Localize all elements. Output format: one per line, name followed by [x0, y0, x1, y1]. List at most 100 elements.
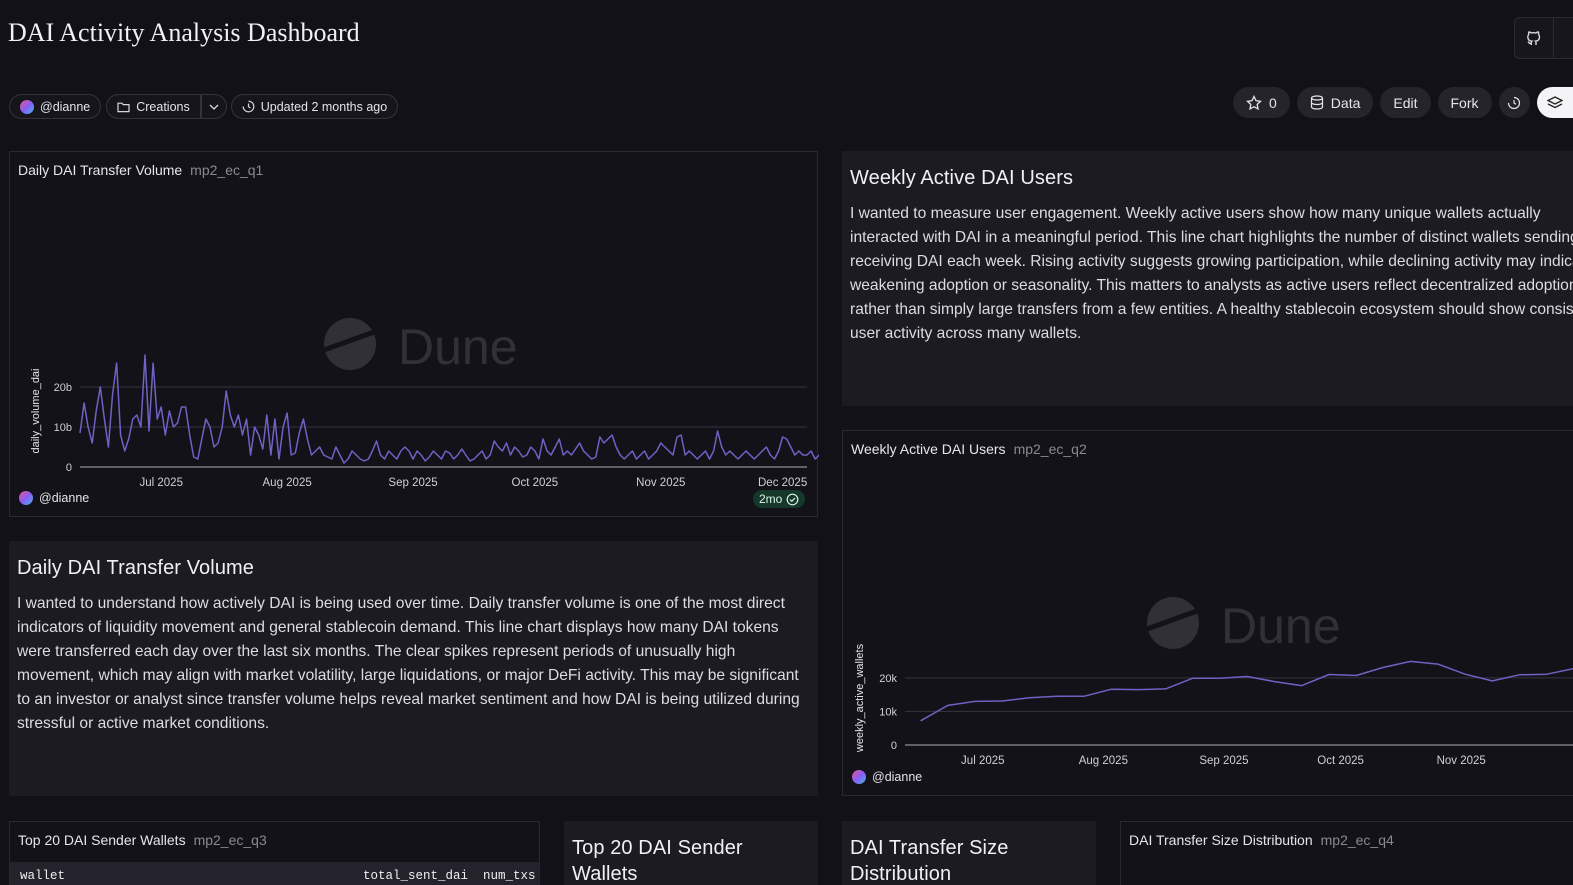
- text-card-title: Daily DAI Transfer Volume: [17, 557, 255, 579]
- column-header-wallet[interactable]: wallet: [20, 869, 66, 883]
- chart-title[interactable]: DAI Transfer Size Distribution: [1129, 832, 1313, 848]
- layers-icon: [1546, 95, 1563, 108]
- x-tick-label: Nov 2025: [636, 477, 685, 489]
- y-tick-label: 10k: [879, 706, 897, 718]
- star-count: 0: [1269, 94, 1277, 111]
- updated-pill[interactable]: Updated 2 months ago: [230, 94, 399, 119]
- chart-owner[interactable]: @dianne: [852, 770, 922, 784]
- top-senders-text-card: Top 20 DAI Sender Wallets: [564, 821, 818, 885]
- data-button[interactable]: Data: [1296, 87, 1374, 118]
- chart-owner-name: @dianne: [872, 770, 923, 784]
- y-tick-label: 0: [66, 462, 72, 474]
- text-card-title: Top 20 DAI Sender Wallets: [572, 837, 743, 885]
- size-distribution-text-card: DAI Transfer Size Distribution: [842, 821, 1096, 885]
- dune-watermark-text: Dune: [1221, 598, 1341, 654]
- clock-icon: [1507, 96, 1521, 109]
- series-line: [920, 660, 1573, 722]
- share-button[interactable]: [1554, 17, 1573, 59]
- x-tick-label: Sep 2025: [1199, 755, 1248, 767]
- folder-dropdown[interactable]: [200, 94, 227, 119]
- layers-button[interactable]: [1536, 87, 1573, 118]
- y-axis-label: daily_volume_dai: [30, 369, 42, 454]
- freshness-badge[interactable]: 2mo: [753, 490, 806, 508]
- dune-logo-stripe: [323, 329, 375, 353]
- x-tick-label: Aug 2025: [263, 477, 312, 489]
- avatar: [20, 99, 34, 114]
- x-tick-label: Oct 2025: [512, 477, 559, 489]
- chart-header: Weekly Active DAI Users mp2_ec_q2: [851, 441, 1087, 457]
- query-id[interactable]: mp2_ec_q4: [1320, 832, 1394, 848]
- x-tick-label: Jul 2025: [961, 755, 1004, 767]
- x-tick-label: Sep 2025: [388, 477, 437, 489]
- dune-watermark-text: Dune: [398, 319, 518, 375]
- folder-pill[interactable]: Creations: [106, 94, 201, 119]
- query-id[interactable]: mp2_ec_q2: [1013, 441, 1087, 457]
- x-tick-label: Oct 2025: [1317, 755, 1364, 767]
- chart-title[interactable]: Weekly Active DAI Users: [851, 441, 1006, 457]
- x-tick-label: Jul 2025: [139, 477, 182, 489]
- updated-text: Updated 2 months ago: [260, 99, 388, 114]
- y-tick-label: 10b: [54, 422, 72, 434]
- edit-button[interactable]: Edit: [1380, 87, 1431, 118]
- check-circle-icon: [786, 493, 799, 505]
- dashboard-actions: 0 Data Edit Fork: [1233, 87, 1573, 118]
- dune-logo-stripe: [1146, 608, 1198, 632]
- x-tick-label: Dec 2025: [758, 477, 807, 489]
- daily-volume-line-chart: 0 10b 20b Jul 2025 Aug 2025 Sep 2025 Oct 2025 N…: [30, 318, 819, 489]
- daily-volume-chart-card: Daily DAI Transfer Volume mp2_ec_q1 0 10b…: [9, 151, 819, 517]
- chart-owner[interactable]: @dianne: [19, 491, 89, 505]
- dune-logo-icon: [1147, 597, 1199, 649]
- folder-name: Creations: [136, 99, 190, 114]
- data-label: Data: [1330, 94, 1361, 111]
- table-header: Top 20 DAI Sender Wallets mp2_ec_q3: [18, 832, 267, 848]
- folder-icon: [117, 102, 130, 112]
- chart-title[interactable]: Daily DAI Transfer Volume: [18, 162, 183, 178]
- y-tick-label: 0: [891, 740, 897, 752]
- chart-header: Daily DAI Transfer Volume mp2_ec_q1: [18, 162, 263, 178]
- weekly-users-text-card: Weekly Active DAI Users I wanted to meas…: [842, 151, 1573, 406]
- weekly-users-chart-card: Weekly Active DAI Users mp2_ec_q2 0 10k 20…: [842, 430, 1573, 796]
- text-card-title: DAI Transfer Size Distribution: [850, 837, 1009, 885]
- text-card-title: Weekly Active DAI Users: [850, 167, 1074, 189]
- github-button[interactable]: [1514, 17, 1554, 59]
- daily-volume-text-card: Daily DAI Transfer Volume I wanted to un…: [9, 541, 818, 796]
- avatar: [19, 491, 33, 505]
- y-axis-label: weekly_active_wallets: [854, 643, 866, 753]
- weekly-users-line-chart: 0 10k 20k Jul 2025 Aug 2025 Sep 2025 Oct 2025 N…: [854, 597, 1573, 767]
- y-tick-label: 20b: [54, 382, 72, 394]
- top-senders-table-card: Top 20 DAI Sender Wallets mp2_ec_q3 wall…: [9, 821, 540, 885]
- dune-logo-icon: [324, 318, 376, 370]
- size-distribution-chart-card: DAI Transfer Size Distribution mp2_ec_q4: [1120, 821, 1573, 885]
- star-icon: [1246, 94, 1262, 110]
- query-id[interactable]: mp2_ec_q1: [190, 162, 264, 178]
- text-card-body: I wanted to understand how actively DAI …: [17, 595, 800, 732]
- table-title[interactable]: Top 20 DAI Sender Wallets: [18, 832, 186, 848]
- text-card-body: I wanted to measure user engagement. Wee…: [850, 205, 1573, 342]
- table-column-headers: wallet total_sent_dai num_txs: [10, 862, 539, 885]
- dune-watermark: Dune: [323, 318, 518, 375]
- chart-header: DAI Transfer Size Distribution mp2_ec_q4: [1129, 832, 1394, 848]
- owner-pill[interactable]: @dianne: [9, 94, 102, 119]
- y-tick-label: 20k: [879, 673, 897, 685]
- fork-button[interactable]: Fork: [1437, 87, 1492, 118]
- dune-watermark: Dune: [1146, 597, 1341, 654]
- schedule-button[interactable]: [1498, 87, 1530, 118]
- chevron-down-icon: [209, 104, 219, 110]
- avatar: [852, 770, 866, 784]
- series-line: [79, 354, 819, 464]
- github-icon: [1527, 31, 1541, 45]
- x-tick-label: Nov 2025: [1437, 755, 1486, 767]
- query-id[interactable]: mp2_ec_q3: [193, 832, 267, 848]
- chart-owner-name: @dianne: [39, 491, 90, 505]
- owner-name: @dianne: [40, 99, 91, 114]
- column-header-num-txs[interactable]: num_txs: [483, 869, 536, 883]
- database-icon: [1310, 95, 1323, 110]
- freshness-text: 2mo: [759, 492, 783, 506]
- x-tick-label: Aug 2025: [1079, 755, 1128, 767]
- page-title: DAI Activity Analysis Dashboard: [8, 18, 360, 47]
- refresh-clock-icon: [242, 100, 255, 113]
- column-header-total-sent[interactable]: total_sent_dai: [363, 869, 469, 883]
- dashboard-meta: @dianne Creations Updated 2 months ago: [9, 94, 399, 119]
- star-button[interactable]: 0: [1233, 87, 1290, 118]
